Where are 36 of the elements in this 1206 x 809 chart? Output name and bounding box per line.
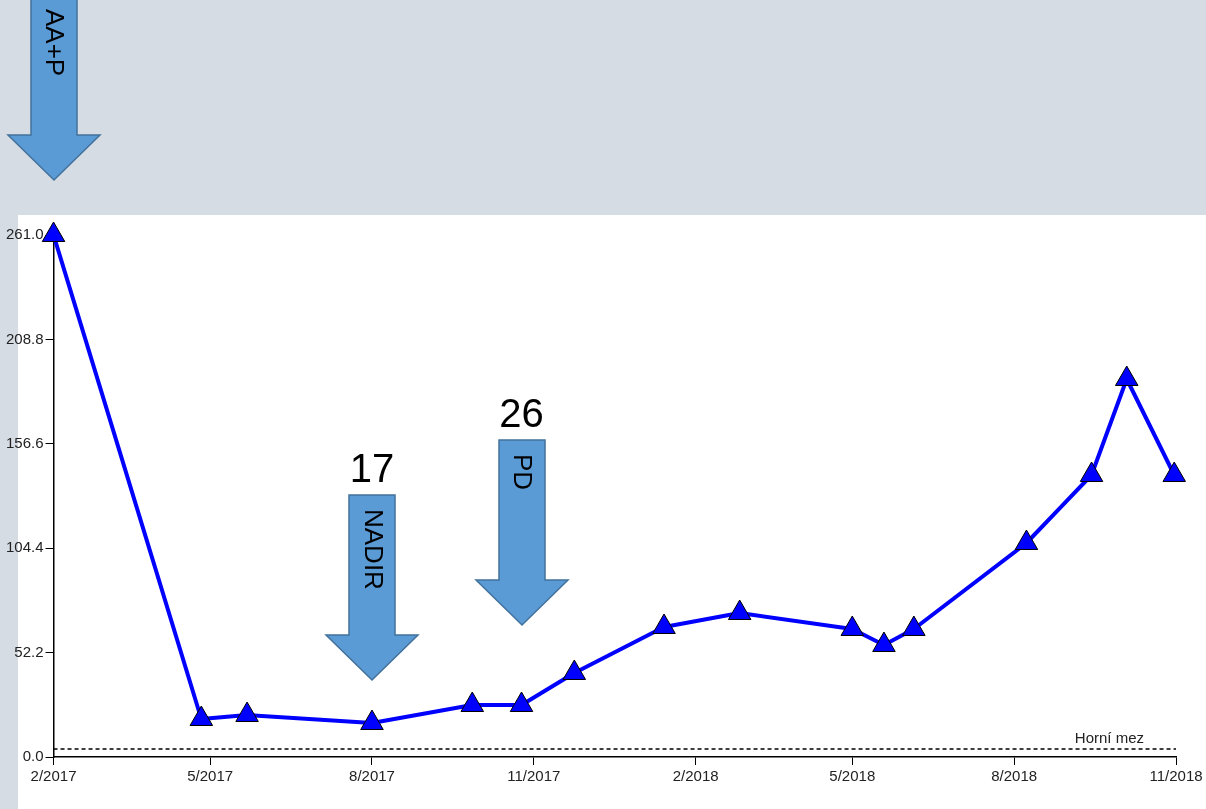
x-tick-label: 2/2018: [672, 767, 719, 785]
annotation: 17: [349, 446, 395, 491]
x-tick-label: 2/2017: [30, 767, 77, 785]
point: [41, 221, 66, 242]
point: [872, 631, 896, 652]
y-tick-label: 0.0: [22, 747, 44, 765]
x-tick-label: 5/2017: [187, 767, 234, 785]
y-tick-label: 208.8: [5, 329, 44, 347]
y-tick-label: 104.4: [5, 538, 44, 556]
point: [902, 615, 926, 636]
point: [1079, 461, 1104, 482]
point: [360, 709, 384, 730]
point: [1162, 461, 1186, 482]
y-tick-label: 52.2: [14, 642, 44, 660]
annotation: PD: [508, 454, 539, 491]
x-tick-label: 11/2018: [1149, 767, 1203, 785]
x-tick-label: 8/2017: [349, 767, 395, 785]
y-tick-label: 261.0: [5, 225, 44, 243]
point: [840, 615, 865, 636]
point: [562, 659, 587, 680]
point: [509, 691, 534, 712]
point: [460, 691, 485, 712]
point: [235, 701, 259, 722]
point: [652, 613, 676, 634]
annotation: 26: [499, 391, 544, 436]
point: [727, 599, 752, 620]
x-tick-label: 8/2018: [991, 767, 1038, 785]
y-tick-label: 156.6: [5, 433, 44, 451]
text: AA+P: [40, 9, 71, 77]
x-tick-label: 11/2017: [507, 767, 561, 785]
point: [1114, 365, 1139, 386]
annotation: NADIR: [358, 509, 389, 590]
point: [1014, 529, 1039, 550]
ref-line-label: Horní mez: [1074, 728, 1144, 746]
x-tick-label: 5/2018: [829, 767, 876, 785]
point: [189, 705, 214, 726]
